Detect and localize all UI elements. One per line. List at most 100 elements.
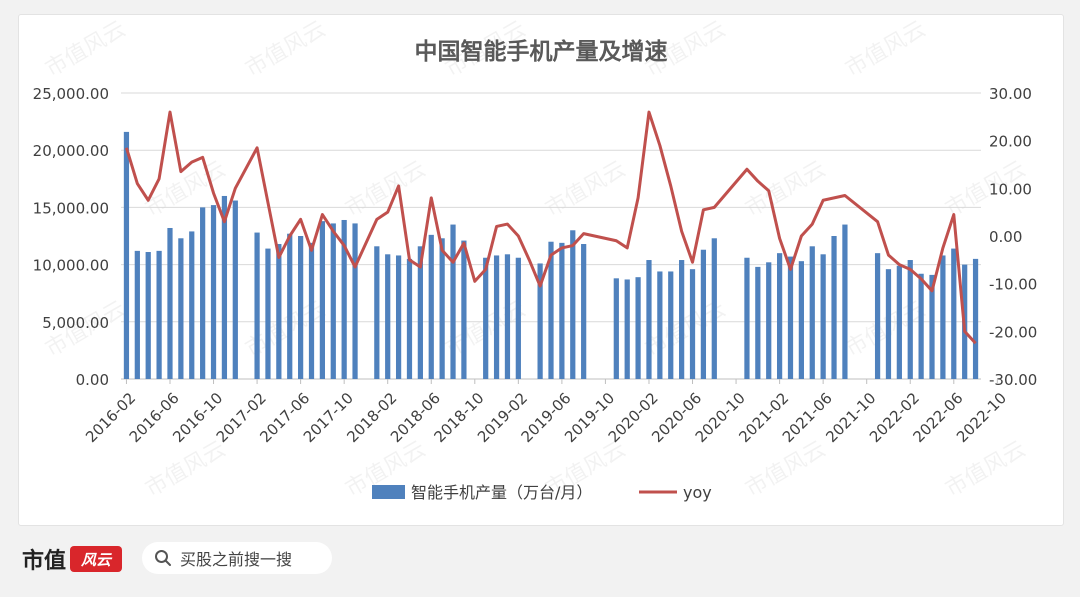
- bar: [341, 219, 347, 379]
- brand[interactable]: 市值 风云: [22, 542, 123, 576]
- bar-series: [123, 131, 979, 379]
- bar: [330, 223, 336, 379]
- bar: [929, 274, 935, 379]
- watermark-text: 市值风云: [141, 437, 230, 503]
- bar: [515, 257, 521, 379]
- bar: [374, 246, 380, 379]
- bar: [395, 255, 402, 379]
- brand-logo-text: 风云: [81, 550, 112, 569]
- right-axis-tick-label: 30.00: [989, 85, 1032, 103]
- footer-bar: 市值 风云 买股之前搜一搜: [0, 528, 1080, 597]
- right-axis-tick-label: -10.00: [989, 276, 1037, 294]
- bar: [276, 244, 282, 379]
- brand-logo: 风云: [70, 546, 123, 572]
- bar: [287, 233, 293, 379]
- watermark-text: 市值风云: [841, 297, 930, 363]
- watermark-text: 市值风云: [741, 437, 830, 503]
- legend: 智能手机产量（万台/月） yoy: [372, 483, 712, 502]
- bar: [428, 234, 434, 379]
- bar: [145, 252, 151, 379]
- bar: [646, 260, 652, 379]
- bar: [156, 250, 162, 379]
- line-series: [125, 110, 977, 345]
- bar: [265, 248, 271, 379]
- brand-text: 市值: [22, 548, 67, 574]
- left-axis-tick-label: 5,000.00: [42, 314, 109, 332]
- right-axis-tick-label: 10.00: [989, 180, 1032, 198]
- bar: [450, 224, 456, 379]
- legend-line-label: yoy: [683, 483, 712, 502]
- watermark-text: 市值风云: [41, 17, 130, 83]
- bar: [744, 257, 750, 379]
- watermark-text: 市值风云: [941, 437, 1030, 503]
- bar: [178, 238, 184, 379]
- left-axis-tick-label: 0.00: [76, 371, 109, 389]
- bar: [940, 255, 946, 379]
- bar: [755, 266, 761, 379]
- bar: [679, 260, 685, 379]
- bar: [254, 232, 260, 379]
- bar: [787, 256, 794, 379]
- bar: [548, 241, 554, 379]
- bar: [689, 269, 696, 379]
- bar: [167, 227, 173, 379]
- bar: [232, 200, 238, 379]
- bar: [570, 230, 576, 379]
- bar: [559, 242, 565, 379]
- bar: [842, 224, 848, 379]
- bar: [798, 261, 804, 379]
- search-box[interactable]: 买股之前搜一搜: [142, 542, 332, 574]
- bar: [657, 271, 663, 379]
- bar: [874, 253, 881, 379]
- bar: [972, 258, 979, 379]
- chart-card: 市值风云 市值风云 市值风云 市值风云 市值风云 市值风云 市值风云 市值风云 市值风云 市值风云…: [18, 14, 1064, 526]
- chart-title: 中国智能手机产量及增速: [415, 38, 668, 65]
- right-axis-tick-label: -30.00: [989, 371, 1037, 389]
- watermark-text: 市值风云: [841, 17, 930, 83]
- left-axis-tick-label: 10,000.00: [33, 257, 109, 275]
- bar: [951, 248, 957, 379]
- bar: [809, 246, 815, 379]
- bar: [831, 236, 837, 379]
- right-axis-tick-label: 20.00: [989, 133, 1032, 151]
- right-axis-tick-label: 0.00: [989, 228, 1022, 246]
- bar: [319, 221, 326, 379]
- bar: [123, 131, 130, 379]
- bar: [635, 277, 641, 379]
- bar: [700, 249, 707, 379]
- bar: [668, 271, 674, 379]
- bar: [417, 246, 423, 379]
- line-yoy: [125, 110, 977, 345]
- bar: [461, 240, 467, 379]
- bar: [439, 238, 445, 379]
- bar: [537, 263, 543, 379]
- bar: [221, 195, 228, 379]
- bar: [918, 273, 924, 379]
- bar: [907, 260, 913, 379]
- bar: [483, 257, 489, 379]
- left-axis-tick-label: 20,000.00: [33, 142, 109, 160]
- bar: [298, 236, 304, 379]
- bar: [624, 279, 630, 379]
- bar: [896, 265, 902, 379]
- search-placeholder: 买股之前搜一搜: [180, 550, 293, 569]
- bar: [581, 244, 587, 379]
- bar: [189, 231, 195, 379]
- bar: [200, 207, 206, 379]
- x-axis-ticks: 2016-022016-062016-102017-022017-062017-…: [82, 379, 1010, 446]
- bar: [776, 253, 783, 379]
- watermark-text: 市值风云: [541, 157, 630, 223]
- bar: [766, 262, 772, 379]
- bar: [352, 223, 358, 379]
- legend-bar-label: 智能手机产量（万台/月）: [411, 483, 592, 502]
- bar: [613, 278, 619, 379]
- bar: [820, 254, 826, 379]
- right-axis-tick-label: -20.00: [989, 323, 1037, 341]
- search-icon: [155, 550, 171, 566]
- left-axis-tick-label: 15,000.00: [33, 199, 109, 217]
- left-axis-tick-label: 25,000.00: [33, 85, 109, 103]
- bar: [885, 269, 892, 379]
- bar: [134, 250, 140, 379]
- legend-bar-swatch: [372, 485, 405, 499]
